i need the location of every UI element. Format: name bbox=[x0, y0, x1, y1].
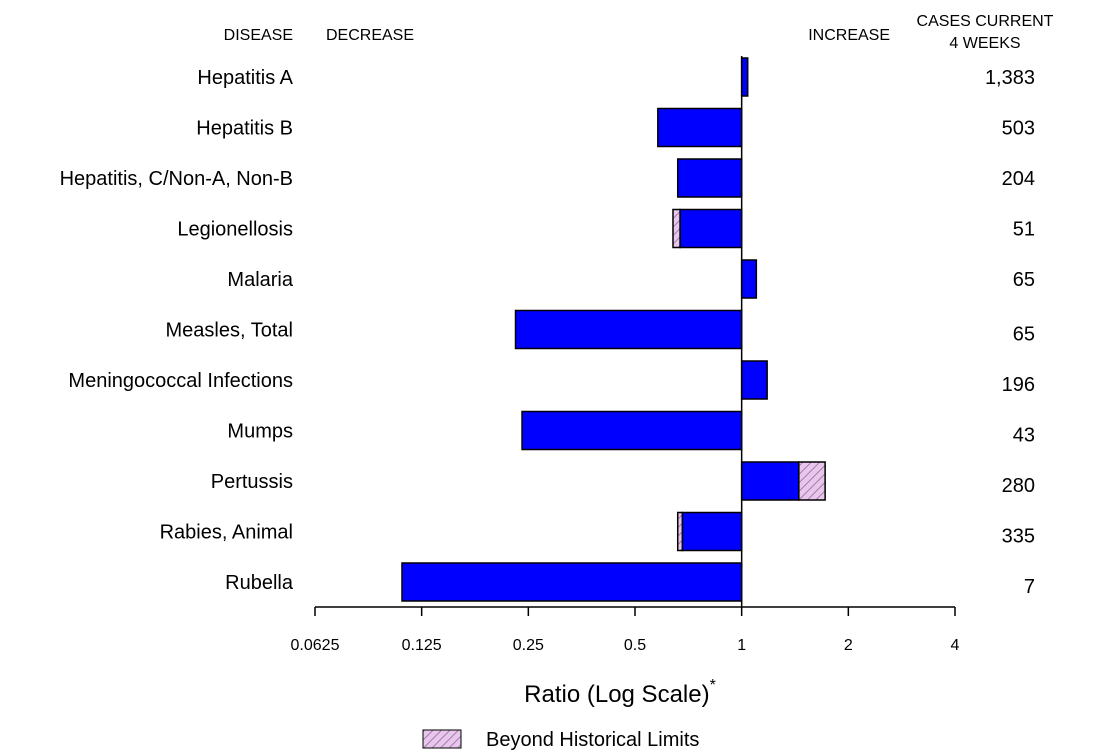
cases-value: 1,383 bbox=[985, 67, 1035, 89]
category-label: Measles, Total bbox=[166, 320, 293, 342]
cases-value: 65 bbox=[1013, 269, 1035, 291]
bar bbox=[740, 57, 749, 97]
x-axis-title: Ratio (Log Scale)* bbox=[524, 677, 716, 708]
x-tick-label: 1 bbox=[737, 637, 746, 654]
x-tick-label: 0.125 bbox=[402, 637, 442, 654]
category-label: Malaria bbox=[227, 269, 293, 291]
cases-value: 43 bbox=[1013, 425, 1035, 447]
category-label: Rubella bbox=[225, 572, 294, 594]
category-label: Meningococcal Infections bbox=[68, 370, 293, 392]
x-tick-label: 0.25 bbox=[513, 637, 544, 654]
bar bbox=[679, 208, 743, 249]
cases-value: 503 bbox=[1002, 118, 1035, 140]
legend-label: Beyond Historical Limits bbox=[486, 729, 699, 751]
rows: Hepatitis A 1,383 Hepatitis B 503 Hepatitis,… bbox=[60, 56, 1035, 607]
cases-value: 7 bbox=[1024, 576, 1035, 598]
bar bbox=[657, 107, 743, 148]
cases-value: 196 bbox=[1002, 374, 1035, 396]
bar bbox=[740, 360, 768, 400]
x-axis-title-text: Ratio (Log Scale) bbox=[524, 681, 709, 708]
x-axis: 0.0625 0.125 0.25 0.5 1 2 4 bbox=[291, 606, 960, 654]
category-label: Pertussis bbox=[211, 471, 293, 493]
header-decrease: DECREASE bbox=[326, 27, 414, 44]
bar bbox=[401, 562, 743, 602]
x-tick-label: 0.5 bbox=[624, 637, 646, 654]
cases-value: 65 bbox=[1013, 324, 1035, 346]
header-cases-line1: CASES CURRENT bbox=[917, 13, 1054, 30]
header-cases-line2: 4 WEEKS bbox=[949, 35, 1020, 52]
category-label: Hepatitis, C/Non-A, Non-B bbox=[60, 168, 293, 190]
bar bbox=[740, 461, 800, 501]
category-label: Legionellosis bbox=[177, 219, 293, 241]
cases-value: 51 bbox=[1013, 219, 1035, 241]
bar bbox=[514, 309, 743, 350]
header-disease: DISEASE bbox=[224, 27, 293, 44]
bar-beyond-limits bbox=[672, 208, 681, 249]
x-tick-label: 0.0625 bbox=[291, 637, 340, 654]
bar-beyond-limits bbox=[676, 511, 684, 552]
category-label: Rabies, Animal bbox=[160, 522, 293, 544]
legend-swatch bbox=[422, 729, 462, 749]
cases-value: 204 bbox=[1002, 168, 1035, 190]
category-label: Hepatitis A bbox=[197, 67, 293, 89]
cases-value: 280 bbox=[1002, 475, 1035, 497]
header-increase: INCREASE bbox=[808, 27, 890, 44]
bar bbox=[740, 259, 758, 299]
x-tick-label: 2 bbox=[844, 637, 853, 654]
bar bbox=[521, 410, 743, 451]
x-axis-title-superscript: * bbox=[710, 677, 716, 694]
bar-beyond-limits bbox=[798, 461, 826, 501]
cases-value: 335 bbox=[1002, 526, 1035, 548]
category-label: Mumps bbox=[227, 421, 293, 443]
category-label: Hepatitis B bbox=[196, 118, 293, 140]
bar bbox=[681, 511, 743, 552]
bar bbox=[676, 158, 743, 198]
x-tick-label: 4 bbox=[951, 637, 960, 654]
